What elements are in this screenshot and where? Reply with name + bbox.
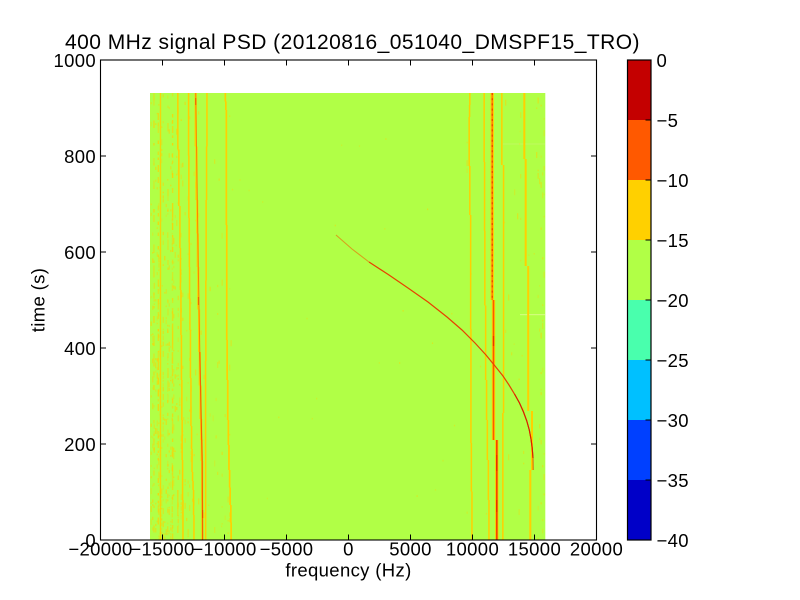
- svg-text:400 MHz signal PSD (20120816_0: 400 MHz signal PSD (20120816_051040_DMSP…: [65, 31, 640, 54]
- svg-text:800: 800: [64, 146, 96, 167]
- svg-text:0: 0: [85, 530, 96, 551]
- svg-text:−40: −40: [657, 530, 689, 551]
- svg-text:time (s): time (s): [28, 268, 49, 332]
- svg-text:−5000: −5000: [260, 539, 314, 560]
- svg-text:400: 400: [64, 338, 96, 359]
- svg-text:0: 0: [343, 539, 354, 560]
- svg-text:20000: 20000: [570, 539, 623, 560]
- svg-text:−10: −10: [657, 170, 689, 191]
- svg-text:600: 600: [64, 242, 96, 263]
- svg-text:−25: −25: [657, 350, 689, 371]
- svg-text:−20: −20: [657, 290, 689, 311]
- svg-text:−15000: −15000: [130, 539, 194, 560]
- svg-text:frequency (Hz): frequency (Hz): [285, 560, 411, 581]
- svg-text:1000: 1000: [53, 50, 96, 71]
- svg-text:5000: 5000: [389, 539, 432, 560]
- svg-text:−30: −30: [657, 410, 689, 431]
- svg-text:10000: 10000: [446, 539, 499, 560]
- svg-text:−10000: −10000: [192, 539, 256, 560]
- svg-text:−5: −5: [657, 110, 679, 131]
- svg-text:15000: 15000: [508, 539, 561, 560]
- svg-text:−20000: −20000: [68, 539, 132, 560]
- svg-text:−15: −15: [657, 230, 689, 251]
- svg-text:−35: −35: [657, 470, 689, 491]
- svg-text:200: 200: [64, 434, 96, 455]
- svg-text:0: 0: [657, 50, 668, 71]
